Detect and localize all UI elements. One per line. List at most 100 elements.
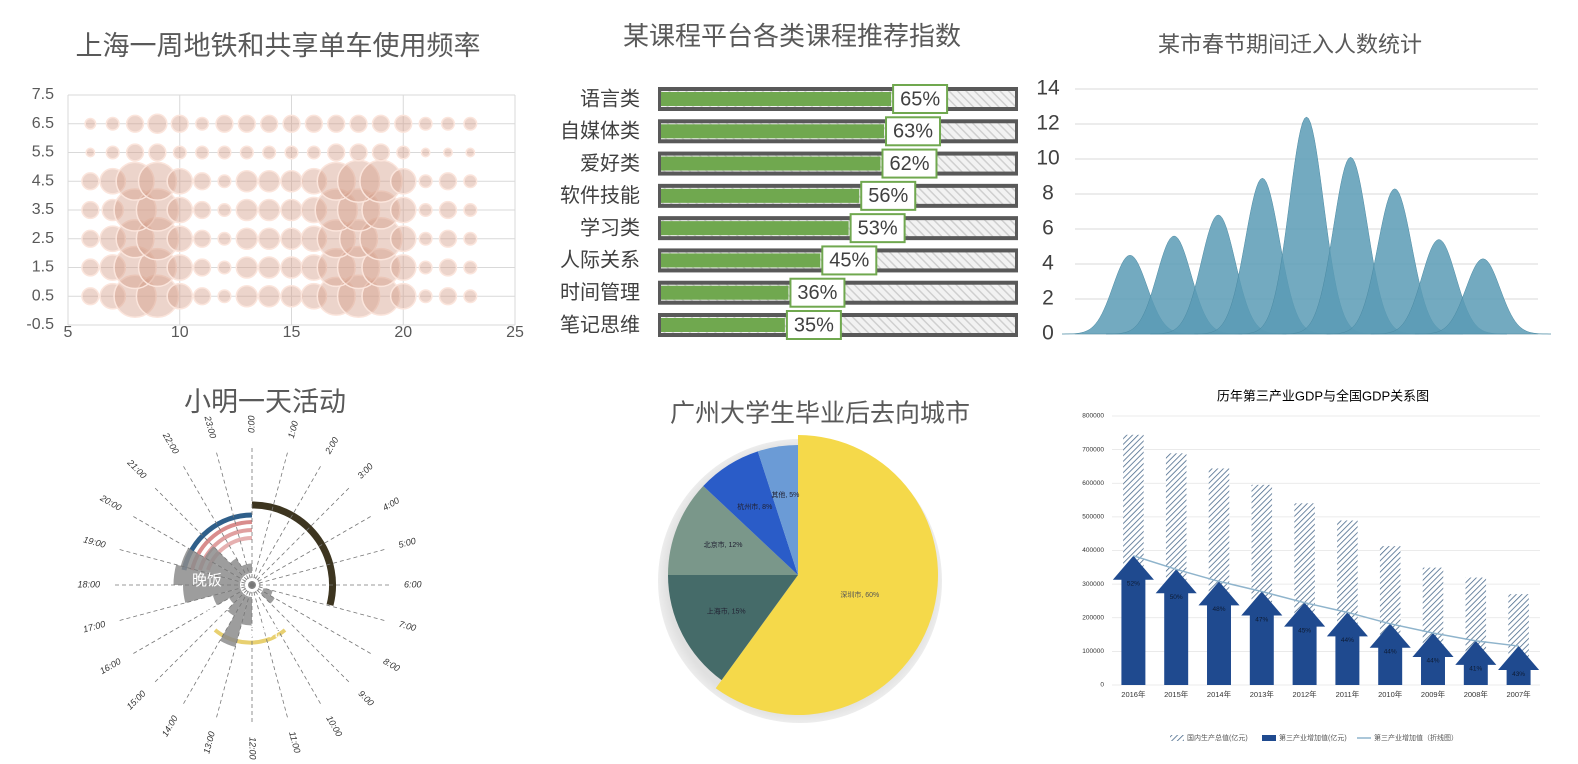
bubble bbox=[257, 227, 281, 250]
pie-slice bbox=[715, 435, 939, 716]
hour-spoke bbox=[118, 584, 253, 622]
bubble bbox=[195, 145, 210, 160]
y-tick-label: 700000 bbox=[1082, 446, 1104, 453]
ratio-label: 44% bbox=[1426, 658, 1439, 665]
bar bbox=[661, 318, 785, 332]
center-dot bbox=[243, 576, 261, 594]
arrow-bar bbox=[1112, 555, 1154, 685]
bubble bbox=[235, 227, 259, 250]
activity-ring bbox=[251, 501, 337, 606]
value-label-box bbox=[860, 180, 917, 211]
category-label: 人际关系 bbox=[560, 249, 640, 272]
hour-label: 12:00 bbox=[248, 737, 258, 760]
legend-label: 第三产业增加值（折线图） bbox=[1374, 733, 1458, 742]
hour-spoke bbox=[132, 584, 253, 655]
value-label: 65% bbox=[900, 88, 940, 110]
bubble bbox=[418, 289, 433, 304]
bubble bbox=[217, 231, 232, 246]
bar bbox=[661, 253, 821, 268]
bubble bbox=[135, 188, 180, 232]
activity-wedge bbox=[246, 563, 252, 574]
bubble bbox=[105, 145, 120, 160]
pie-slice bbox=[668, 575, 798, 681]
pie-slice bbox=[668, 486, 798, 575]
bubble bbox=[170, 114, 189, 133]
bubble bbox=[217, 145, 232, 160]
pie-slice bbox=[703, 451, 798, 575]
hour-spoke bbox=[251, 584, 372, 655]
hour-label: 18:00 bbox=[77, 579, 100, 589]
value-label: 63% bbox=[893, 121, 933, 143]
bubble bbox=[192, 172, 212, 191]
arrow-bar bbox=[1412, 632, 1454, 685]
hour-spoke bbox=[251, 515, 372, 586]
bubble bbox=[463, 231, 478, 246]
y-tick-label: 0 bbox=[1100, 682, 1104, 689]
x-tick-label: 2016年 bbox=[1121, 689, 1146, 699]
ratio-label: 41% bbox=[1469, 666, 1482, 673]
bubble bbox=[438, 258, 458, 277]
category-label: 时间管理 bbox=[560, 281, 640, 304]
activity-wedge bbox=[183, 585, 241, 603]
bubble bbox=[148, 143, 167, 162]
x-tick-label: 25 bbox=[506, 324, 524, 341]
category-label: 笔记思维 bbox=[560, 313, 640, 336]
bubble bbox=[389, 282, 417, 310]
hour-spoke bbox=[251, 584, 322, 705]
bar bbox=[661, 221, 849, 236]
hour-label: 1:00 bbox=[286, 420, 300, 440]
value-label-box bbox=[885, 116, 942, 147]
hour-spoke bbox=[215, 584, 253, 719]
bubble bbox=[239, 145, 254, 160]
hour-spoke bbox=[251, 584, 386, 622]
bubble bbox=[440, 116, 456, 131]
activity-wedge bbox=[241, 564, 249, 575]
bubble bbox=[99, 254, 127, 281]
hour-spoke bbox=[154, 584, 253, 683]
chart-title: 上海一周地铁和共享单车使用频率 bbox=[76, 31, 481, 61]
value-label-box bbox=[785, 310, 842, 340]
y-tick-label: 2.5 bbox=[32, 230, 54, 247]
bubble bbox=[217, 202, 232, 218]
activity-wedge bbox=[219, 595, 249, 648]
value-label: 36% bbox=[797, 282, 837, 304]
y-tick-label: 0 bbox=[1042, 322, 1054, 345]
bubble bbox=[192, 200, 212, 220]
bubble bbox=[389, 196, 417, 224]
y-tick-label: 14 bbox=[1036, 77, 1060, 100]
slice-label: 上海市, 15% bbox=[707, 606, 746, 615]
bubble bbox=[262, 145, 277, 160]
bubble bbox=[463, 116, 478, 131]
ratio-label: 44% bbox=[1384, 649, 1397, 656]
hour-spoke bbox=[251, 584, 289, 719]
hour-label: 2:00 bbox=[323, 435, 341, 456]
bubble bbox=[125, 143, 145, 162]
hour-label: 13:00 bbox=[201, 730, 216, 754]
hour-label: 3:00 bbox=[356, 461, 375, 480]
bubble bbox=[438, 200, 458, 220]
hour-label: 22:00 bbox=[160, 430, 180, 455]
activity-ring bbox=[213, 628, 287, 645]
hour-label: 11:00 bbox=[287, 730, 302, 754]
y-tick-label: 8 bbox=[1042, 182, 1054, 205]
bubble bbox=[327, 114, 346, 133]
bubble bbox=[463, 202, 478, 218]
bubble bbox=[418, 116, 433, 131]
y-tick-label: 6.5 bbox=[32, 115, 54, 132]
bubble bbox=[418, 260, 433, 275]
category-label: 学习类 bbox=[580, 216, 640, 239]
bubble bbox=[300, 254, 328, 281]
legend-swatch bbox=[1262, 735, 1276, 741]
y-tick-label: 100000 bbox=[1082, 648, 1104, 655]
bubble bbox=[166, 167, 194, 195]
slice-label: 其他, 5% bbox=[771, 490, 799, 499]
ratio-label: 45% bbox=[1298, 627, 1311, 634]
hour-label: 0:00 bbox=[246, 415, 256, 433]
arrow-bar bbox=[1241, 591, 1283, 685]
bubble bbox=[359, 217, 403, 261]
bubble bbox=[195, 116, 210, 131]
bar bbox=[661, 188, 860, 203]
pie-slice bbox=[757, 445, 798, 575]
bubble bbox=[336, 245, 381, 290]
bubble bbox=[125, 114, 145, 133]
